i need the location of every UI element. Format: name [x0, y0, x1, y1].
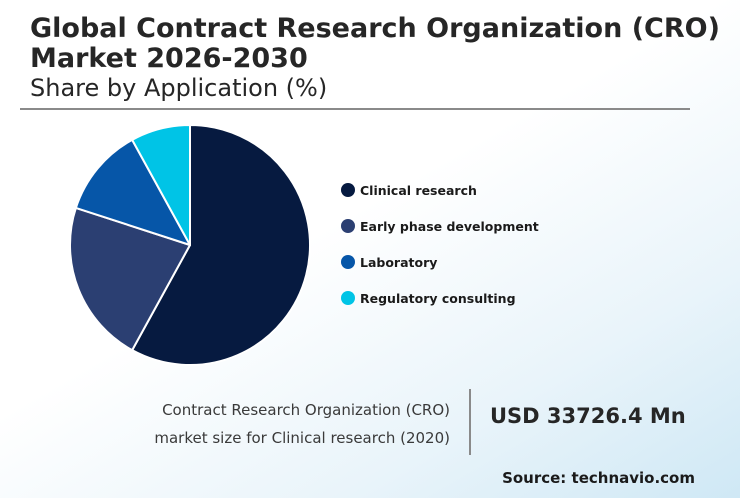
legend-item-regulatory-consulting: Regulatory consulting — [341, 280, 539, 316]
pie-slice-regulatory-consulting — [131, 124, 191, 246]
legend-item-early-phase-development: Early phase development — [341, 208, 539, 244]
chart-subtitle: Share by Application (%) — [30, 74, 328, 102]
pie-slice-clinical-research — [131, 124, 311, 366]
legend-label: Laboratory — [360, 254, 438, 270]
stat-divider — [469, 389, 471, 455]
caption-line-1: Contract Research Organization (CRO) — [162, 401, 450, 419]
pie-slice-early-phase-development — [69, 206, 191, 352]
title-divider — [20, 108, 690, 110]
market-size-value: USD 33726.4 Mn — [490, 404, 686, 428]
pie-slice-laboratory — [74, 138, 191, 246]
legend-label: Clinical research — [360, 182, 477, 198]
legend-swatch — [341, 183, 355, 197]
legend-swatch — [341, 291, 355, 305]
chart-title: Global Contract Research Organization (C… — [30, 13, 720, 74]
pie-chart — [69, 124, 311, 366]
legend-item-clinical-research: Clinical research — [341, 172, 539, 208]
legend-swatch — [341, 255, 355, 269]
source-credit: Source: technavio.com — [502, 469, 695, 487]
legend-label: Regulatory consulting — [360, 290, 516, 306]
legend-item-laboratory: Laboratory — [341, 244, 539, 280]
legend-swatch — [341, 219, 355, 233]
caption-line-2: market size for Clinical research (2020) — [154, 429, 450, 447]
market-size-caption: Contract Research Organization (CRO) mar… — [154, 396, 450, 452]
chart-legend: Clinical research Early phase development… — [341, 172, 539, 316]
legend-label: Early phase development — [360, 218, 539, 234]
